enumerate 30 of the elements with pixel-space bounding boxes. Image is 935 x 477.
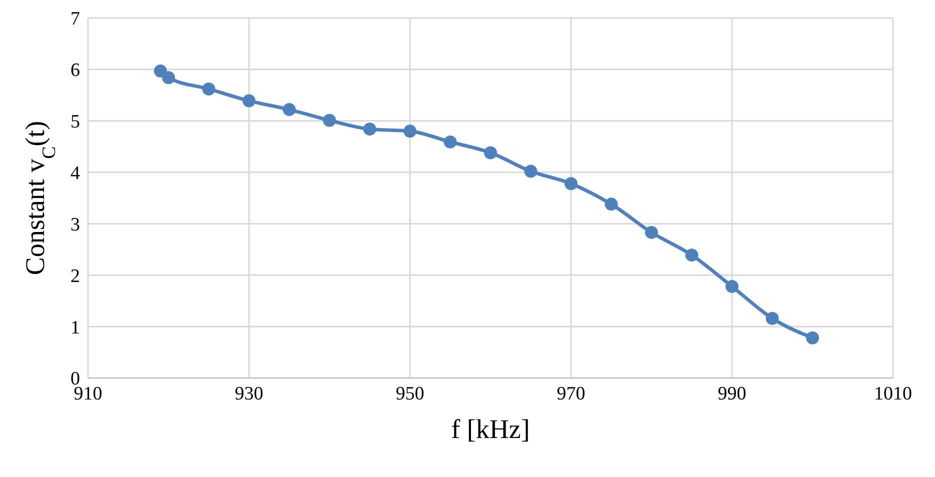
point (766, 312, 779, 325)
y-tick-label: 1 (70, 317, 80, 338)
point (484, 146, 497, 160)
point (604, 198, 618, 211)
y-tick-label: 5 (70, 112, 80, 133)
y-tick-label: 6 (70, 60, 80, 82)
y-tick-label: 7 (70, 8, 80, 30)
x-tick-label: 1010 (874, 383, 912, 404)
x-tick-label: 970 (556, 383, 586, 404)
y-tick-label: 2 (70, 266, 80, 287)
x-axis-title: f [kHz] (451, 414, 530, 444)
x-tick-label: 990 (718, 383, 746, 404)
x-tick-label: 950 (396, 383, 424, 404)
point (202, 82, 216, 96)
y-tick-label: 4 (70, 163, 80, 184)
point (323, 114, 336, 127)
point (564, 177, 578, 190)
point (685, 248, 698, 262)
y-tick-label: 3 (70, 214, 80, 236)
point (282, 103, 296, 116)
x-tick-label: 930 (234, 383, 264, 404)
point (806, 331, 819, 344)
point (242, 94, 256, 108)
point (404, 124, 416, 138)
point (645, 226, 658, 239)
point (162, 71, 175, 84)
point (444, 135, 457, 148)
point (524, 164, 538, 178)
point (726, 280, 738, 293)
point (363, 122, 376, 136)
